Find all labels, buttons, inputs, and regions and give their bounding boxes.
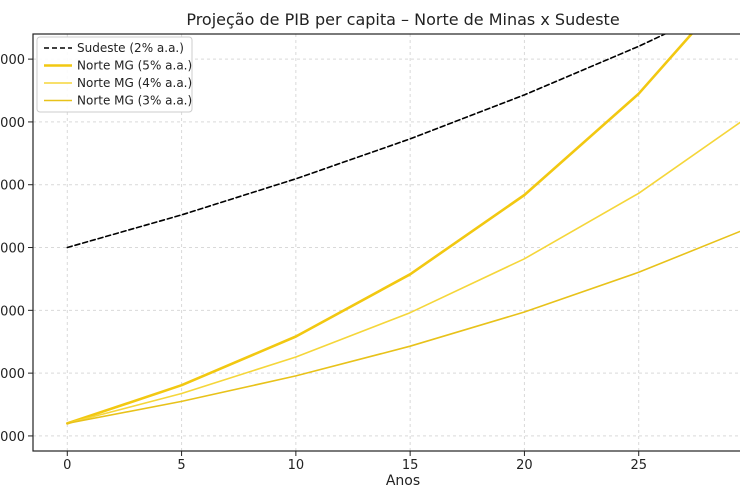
x-tick-label: 5 <box>177 458 185 473</box>
x-axis: 051015202530 <box>63 451 647 473</box>
plot-area-frame <box>32 33 740 452</box>
x-tick-label: 0 <box>63 458 71 473</box>
series-lines <box>66 34 740 425</box>
series-line-3 <box>66 121 740 425</box>
y-tick-label: 10000 <box>0 430 25 445</box>
y-tick-label: 30000 <box>0 179 25 194</box>
legend-label: Norte MG (3% a.a.) <box>77 94 192 108</box>
legend-label: Norte MG (5% a.a.) <box>77 59 192 73</box>
series-line-2 <box>66 34 694 425</box>
series-line-1 <box>66 34 667 249</box>
x-tick-label: 15 <box>402 458 419 473</box>
x-tick-label: 25 <box>630 458 647 473</box>
series-line-4 <box>66 230 740 425</box>
x-axis-label: Anos <box>386 473 420 489</box>
chart-title: Projeção de PIB per capita – Norte de Mi… <box>186 10 619 29</box>
legend-label: Sudeste (2% a.a.) <box>77 41 184 55</box>
y-tick-label: 35000 <box>0 116 25 131</box>
x-tick-label: 20 <box>516 458 533 473</box>
legend-label: Norte MG (4% a.a.) <box>77 76 192 90</box>
y-tick-label: 15000 <box>0 367 25 382</box>
y-tick-label: 40000 <box>0 53 25 68</box>
legend-box <box>36 36 193 113</box>
x-tick-label: 10 <box>288 458 305 473</box>
legend: Sudeste (2% a.a.) Norte MG (5% a.a.) Norte… <box>36 36 193 113</box>
y-tick-label: 20000 <box>0 304 25 319</box>
